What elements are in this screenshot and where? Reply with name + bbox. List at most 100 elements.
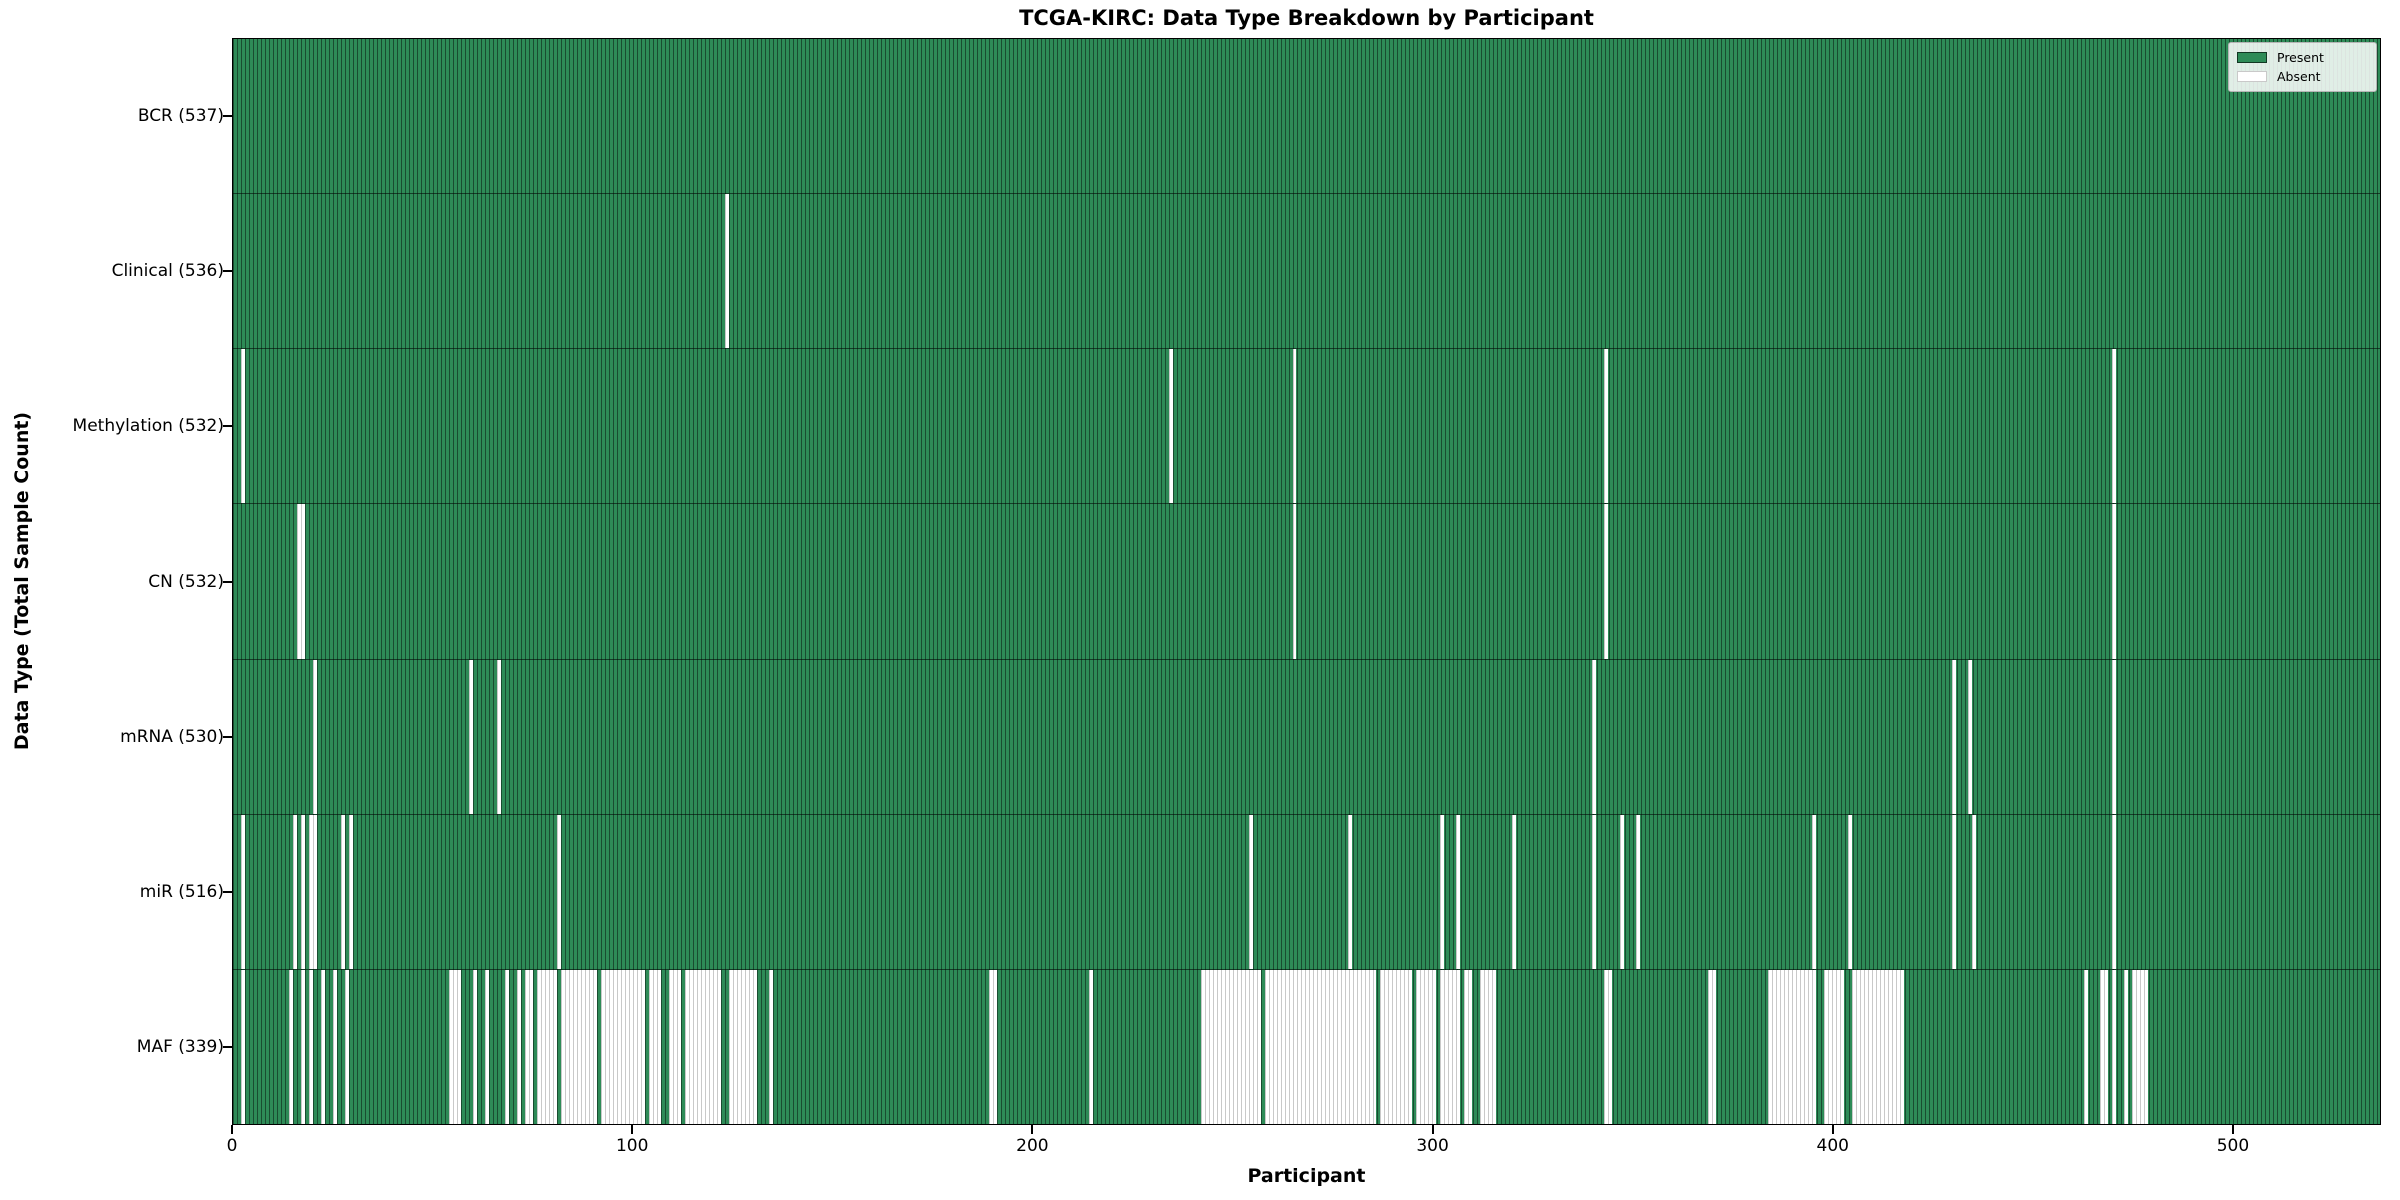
absent-gap <box>648 969 661 1124</box>
row-BCR <box>233 39 2380 194</box>
absent-gap <box>1852 969 1905 1124</box>
absent-gap <box>472 969 477 1124</box>
absent-swatch-icon <box>2237 71 2267 82</box>
ytick-label-miR: miR (516) <box>139 882 224 903</box>
xtick-label: 0 <box>226 1136 238 1156</box>
legend: Present Absent <box>2228 42 2377 92</box>
legend-label-absent: Absent <box>2277 69 2321 84</box>
absent-gap <box>300 814 305 969</box>
absent-gap <box>240 349 245 504</box>
absent-gap <box>288 969 293 1124</box>
ytick-label-Clinical: Clinical (536) <box>111 260 224 281</box>
row-miR <box>233 813 2380 969</box>
absent-gap <box>1972 814 1977 969</box>
absent-gap <box>1952 659 1957 814</box>
absent-gap <box>2100 969 2109 1124</box>
absent-gap <box>1292 504 1297 659</box>
present-swatch-icon <box>2237 52 2267 63</box>
absent-gap <box>344 969 349 1124</box>
absent-gap <box>1848 814 1853 969</box>
absent-gap <box>1248 814 1253 969</box>
absent-gap <box>1604 349 1609 504</box>
absent-gap <box>2132 969 2149 1124</box>
xtick-mark <box>631 1125 634 1134</box>
absent-gap <box>308 814 317 969</box>
absent-gap <box>1348 814 1353 969</box>
absent-gap <box>484 969 489 1124</box>
absent-gap <box>988 969 997 1124</box>
absent-gap <box>768 969 773 1124</box>
absent-gap <box>1592 659 1597 814</box>
absent-gap <box>1952 814 1957 969</box>
legend-entry-present: Present <box>2237 48 2368 67</box>
absent-gap <box>448 969 461 1124</box>
absent-gap <box>312 659 317 814</box>
absent-gap <box>240 969 245 1124</box>
absent-gap <box>684 969 721 1124</box>
absent-gap <box>1440 969 1461 1124</box>
absent-gap <box>2112 659 2117 814</box>
absent-gap <box>1456 814 1461 969</box>
absent-gap <box>1512 814 1517 969</box>
absent-gap <box>724 194 729 349</box>
absent-gap <box>1620 814 1625 969</box>
xtick-mark <box>231 1125 233 1134</box>
ytick-mark <box>223 269 232 272</box>
absent-gap <box>524 969 533 1124</box>
absent-gap <box>1088 969 1093 1124</box>
xtick-label: 300 <box>1416 1136 1449 1156</box>
absent-gap <box>1768 969 1817 1124</box>
absent-gap <box>332 969 337 1124</box>
absent-gap <box>340 814 345 969</box>
legend-entry-absent: Absent <box>2237 67 2368 86</box>
absent-gap <box>516 969 521 1124</box>
absent-gap <box>308 969 313 1124</box>
row-mRNA <box>233 658 2380 814</box>
chart-title: TCGA-KIRC: Data Type Breakdown by Partic… <box>1019 6 1594 30</box>
absent-gap <box>2112 814 2117 969</box>
y-axis-label: Data Type (Total Sample Count) <box>11 411 33 751</box>
absent-gap <box>2124 969 2129 1124</box>
legend-label-present: Present <box>2277 50 2324 65</box>
ytick-label-BCR: BCR (537) <box>137 105 224 126</box>
absent-gap <box>468 659 473 814</box>
absent-gap <box>1604 504 1609 659</box>
absent-gap <box>296 504 305 659</box>
row-Methylation <box>233 348 2380 504</box>
absent-gap <box>1824 969 1845 1124</box>
ytick-label-mRNA: mRNA (530) <box>120 726 224 747</box>
xtick-mark <box>1831 1125 1834 1134</box>
absent-gap <box>240 814 245 969</box>
absent-gap <box>2112 349 2117 504</box>
ytick-mark <box>223 114 232 117</box>
plot-area <box>232 38 2381 1125</box>
absent-gap <box>600 969 645 1124</box>
xtick-mark <box>1431 1125 1434 1134</box>
ytick-mark <box>223 425 232 428</box>
absent-gap <box>300 969 305 1124</box>
absent-gap <box>560 969 597 1124</box>
absent-gap <box>728 969 757 1124</box>
ytick-mark <box>223 1046 232 1049</box>
xtick-label: 200 <box>1016 1136 1049 1156</box>
absent-gap <box>1464 969 1473 1124</box>
absent-gap <box>1292 349 1297 504</box>
absent-gap <box>2112 969 2117 1124</box>
absent-gap <box>1636 814 1641 969</box>
absent-gap <box>536 969 557 1124</box>
absent-gap <box>556 814 561 969</box>
row-CN <box>233 503 2380 659</box>
absent-gap <box>1708 969 1717 1124</box>
absent-gap <box>2084 969 2089 1124</box>
ytick-mark <box>223 735 232 738</box>
absent-gap <box>1968 659 1973 814</box>
absent-gap <box>292 814 297 969</box>
ytick-mark <box>223 580 232 583</box>
absent-gap <box>1416 969 1437 1124</box>
absent-gap <box>2112 504 2117 659</box>
ytick-label-CN: CN (532) <box>148 571 224 592</box>
ytick-mark <box>223 891 232 894</box>
x-axis-label: Participant <box>1247 1165 1366 1187</box>
absent-gap <box>1264 969 1377 1124</box>
